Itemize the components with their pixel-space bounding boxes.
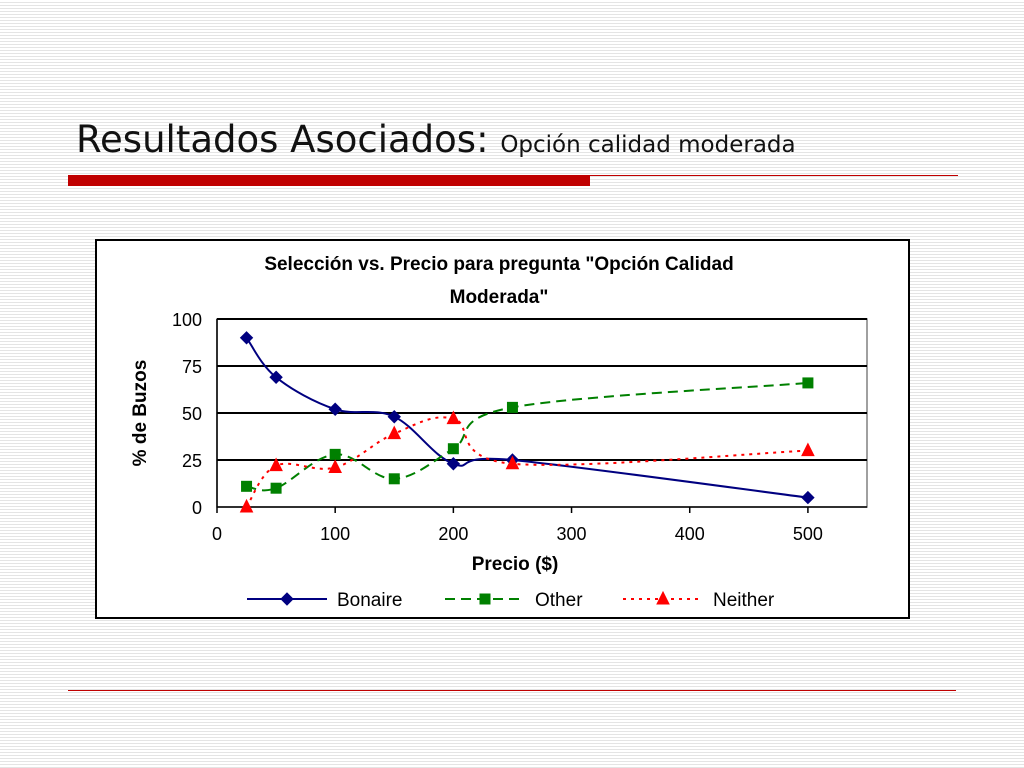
- y-tick-label: 50: [182, 404, 202, 424]
- y-axis-label: % de Buzos: [130, 360, 151, 467]
- data-point-bonaire: [239, 331, 254, 345]
- data-point-neither: [328, 459, 342, 474]
- data-point-other: [447, 443, 459, 455]
- x-tick-label: 100: [320, 524, 350, 544]
- slide-title: Resultados Asociados: Opción calidad mod…: [76, 118, 796, 161]
- y-tick-label: 25: [182, 451, 202, 471]
- data-point-neither: [801, 442, 815, 457]
- y-tick-label: 75: [182, 357, 202, 377]
- series-line-neither: [245, 416, 808, 508]
- data-point-other: [506, 401, 518, 413]
- footer-rule: [68, 690, 956, 691]
- x-tick-label: 300: [557, 524, 587, 544]
- data-point-neither: [239, 498, 254, 513]
- chart-title-line-2: Moderada": [450, 287, 549, 308]
- chart-title-line-1: Selección vs. Precio para pregunta "Opci…: [264, 254, 733, 275]
- legend-label-other: Other: [535, 590, 583, 611]
- data-point-other: [329, 448, 341, 460]
- data-point-other: [802, 377, 814, 389]
- series-line-other: [246, 381, 808, 492]
- title-underline-bar: [68, 175, 590, 186]
- y-tick-label: 100: [172, 310, 202, 330]
- data-point-neither: [505, 455, 520, 470]
- data-point-neither: [269, 457, 283, 472]
- title-underline-rule: [590, 175, 958, 176]
- slide-title-main: Resultados Asociados:: [76, 118, 489, 161]
- x-tick-label: 500: [793, 524, 823, 544]
- data-point-bonaire: [801, 490, 815, 505]
- y-tick-label: 0: [192, 498, 202, 518]
- chart-frame: Selección vs. Precio para pregunta "Opci…: [95, 239, 910, 619]
- data-point-neither: [387, 425, 402, 440]
- legend-label-neither: Neither: [713, 590, 775, 611]
- legend-marker-bonaire: [280, 592, 294, 606]
- data-point-other: [270, 482, 282, 494]
- data-point-bonaire: [269, 370, 283, 384]
- line-chart: Selección vs. Precio para pregunta "Opci…: [130, 254, 868, 611]
- data-point-bonaire: [387, 410, 401, 424]
- legend-marker-neither: [656, 590, 670, 605]
- x-tick-label: 0: [212, 524, 222, 544]
- data-point-bonaire: [446, 457, 461, 471]
- data-point-other: [241, 480, 253, 492]
- x-axis-label: Precio ($): [472, 554, 559, 575]
- chart-legend: Bonaire Other Neither: [247, 590, 775, 611]
- legend-marker-other: [479, 593, 491, 605]
- plot-area: 0 25 50 75 100 0 100 200 300 400 500: [172, 310, 868, 544]
- data-point-bonaire: [328, 402, 342, 416]
- data-point-other: [388, 473, 400, 485]
- data-point-neither: [446, 410, 461, 425]
- series-line-bonaire: [245, 337, 809, 499]
- x-tick-label: 200: [438, 524, 468, 544]
- legend-label-bonaire: Bonaire: [337, 590, 403, 611]
- slide-subtitle: Opción calidad moderada: [500, 132, 796, 158]
- x-tick-label: 400: [675, 524, 705, 544]
